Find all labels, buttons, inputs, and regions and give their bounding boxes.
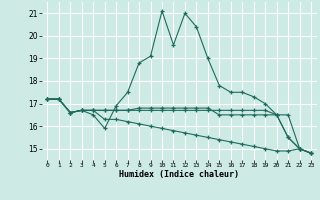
X-axis label: Humidex (Indice chaleur): Humidex (Indice chaleur)	[119, 170, 239, 179]
